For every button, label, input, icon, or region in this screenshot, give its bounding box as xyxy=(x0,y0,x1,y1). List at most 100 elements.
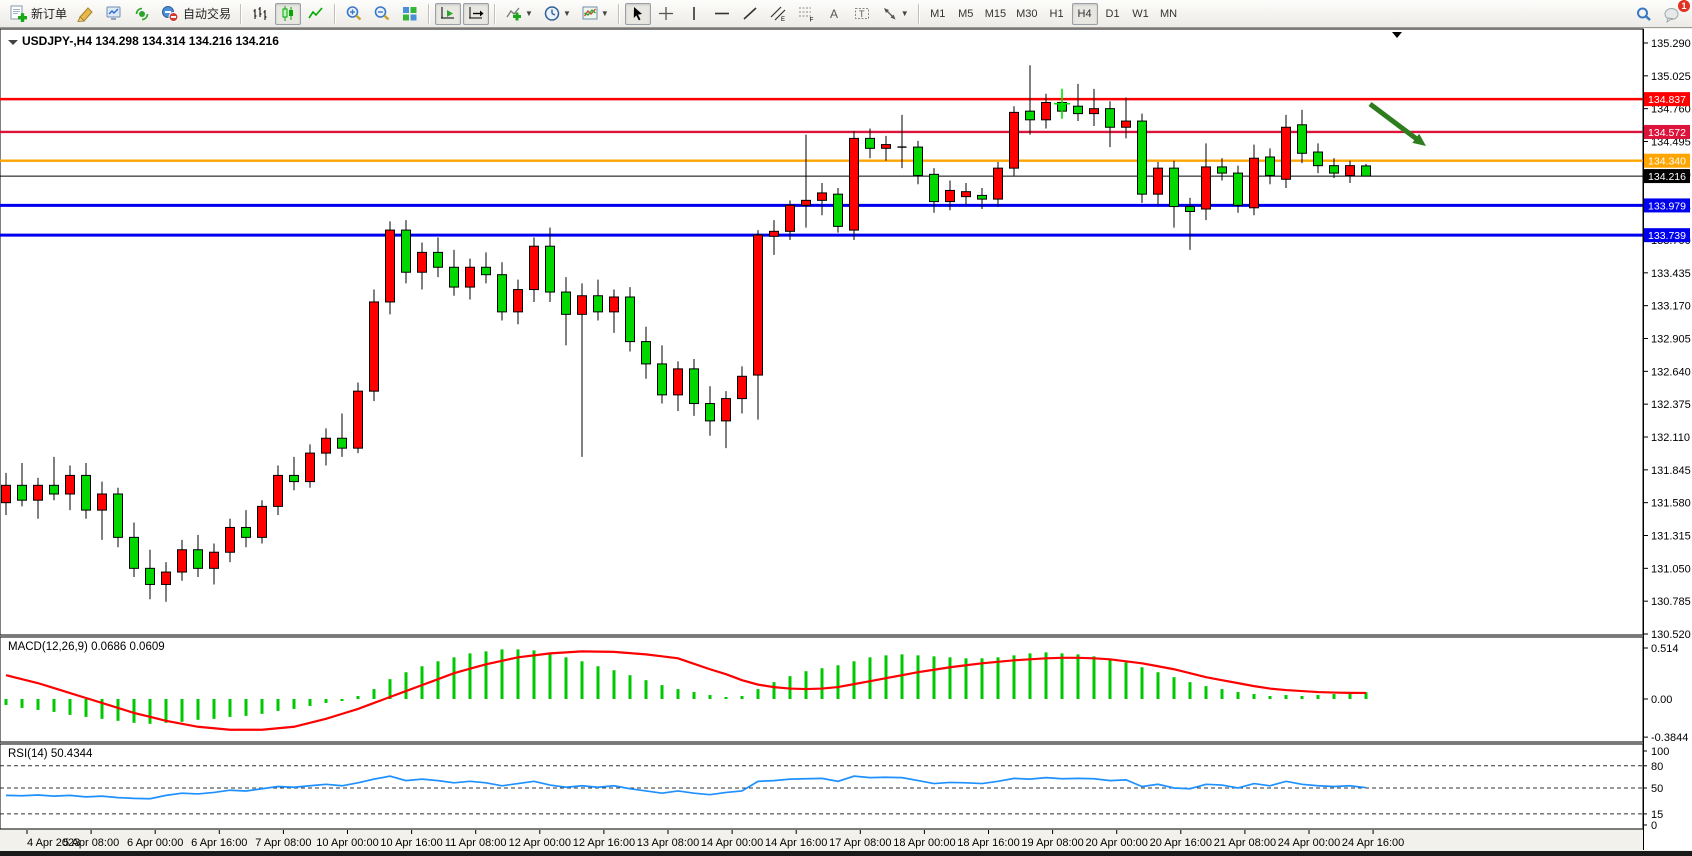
fibonacci-icon: F xyxy=(797,5,815,22)
timeframe-button-m15[interactable]: M15 xyxy=(984,7,1007,20)
svg-text:135.025: 135.025 xyxy=(1651,71,1691,83)
chart-shift-button[interactable] xyxy=(463,2,490,25)
chat-icon xyxy=(1663,6,1681,23)
timeframe-button-m30[interactable]: M30 xyxy=(1016,7,1038,20)
svg-text:A: A xyxy=(830,7,838,21)
timeframe-button-m1[interactable]: M1 xyxy=(930,7,946,20)
svg-text:18 Apr 16:00: 18 Apr 16:00 xyxy=(957,837,1019,849)
timeframe-button-m5[interactable]: M5 xyxy=(958,7,974,20)
svg-text:5 Apr 08:00: 5 Apr 08:00 xyxy=(63,837,119,849)
svg-text:80: 80 xyxy=(1651,761,1663,773)
toolbar-separator xyxy=(617,3,620,24)
periods-button[interactable]: ▼ xyxy=(539,3,575,25)
autotrading-icon xyxy=(161,5,179,22)
svg-text:17 Apr 08:00: 17 Apr 08:00 xyxy=(829,837,891,849)
svg-text:0: 0 xyxy=(1651,820,1657,832)
bar-chart-button[interactable] xyxy=(247,3,273,25)
svg-text:6 Apr 16:00: 6 Apr 16:00 xyxy=(191,837,247,849)
vertical-line-button[interactable] xyxy=(681,3,707,25)
toolbar: 新订单 自动交易 ▼ ▼ ▼ E F A T ▼ M1 M5 M15 M30 H1 H4 D1 W1 MN 1 xyxy=(0,0,1692,28)
svg-text:133.979: 133.979 xyxy=(1648,200,1686,212)
new-order-icon xyxy=(9,5,27,22)
line-chart-icon xyxy=(307,5,325,22)
svg-text:F: F xyxy=(809,17,813,23)
chart-objects[interactable] xyxy=(1054,32,1426,146)
text-button[interactable]: A xyxy=(821,3,847,25)
svg-text:24 Apr 16:00: 24 Apr 16:00 xyxy=(1342,837,1404,849)
svg-text:MACD(12,26,9) 0.0686 0.0609: MACD(12,26,9) 0.0686 0.0609 xyxy=(8,641,165,653)
candlestick-button[interactable] xyxy=(275,2,302,25)
signals-button[interactable] xyxy=(129,3,155,25)
svg-text:6 Apr 00:00: 6 Apr 00:00 xyxy=(127,837,183,849)
timeframe-button-d1[interactable]: D1 xyxy=(1105,7,1120,20)
notifications-button[interactable]: 1 xyxy=(1659,0,1690,25)
svg-text:130.520: 130.520 xyxy=(1651,629,1691,641)
tile-windows-icon xyxy=(401,5,419,22)
crosshair-button[interactable] xyxy=(653,3,679,25)
timeframe-button-w1[interactable]: W1 xyxy=(1132,7,1149,20)
line-chart-button[interactable] xyxy=(303,3,329,25)
toolbar-separator xyxy=(428,3,431,24)
template-icon xyxy=(581,5,599,22)
rsi-line xyxy=(5,775,1367,800)
templates-button[interactable]: ▼ xyxy=(577,3,613,25)
arrows-button[interactable]: ▼ xyxy=(877,3,913,25)
svg-text:134.216: 134.216 xyxy=(1648,171,1686,183)
price-axis[interactable]: 135.290135.025134.760134.495134.230133.9… xyxy=(1643,38,1691,641)
timeframe-button-h1[interactable]: H1 xyxy=(1049,7,1064,20)
svg-text:131.580: 131.580 xyxy=(1651,498,1691,510)
trendline-button[interactable] xyxy=(737,3,763,25)
timeframe-button-h4[interactable]: H4 xyxy=(1071,2,1098,25)
search-icon xyxy=(1635,6,1653,23)
svg-text:T: T xyxy=(859,9,865,19)
toolbar-separator xyxy=(917,3,920,24)
svg-text:-0.3844: -0.3844 xyxy=(1651,732,1688,744)
candlestick-series xyxy=(1,65,1371,602)
svg-text:20 Apr 16:00: 20 Apr 16:00 xyxy=(1150,837,1212,849)
svg-text:100: 100 xyxy=(1651,746,1669,758)
svg-text:7 Apr 08:00: 7 Apr 08:00 xyxy=(255,837,311,849)
label-button[interactable]: T xyxy=(849,3,875,25)
chart-canvas[interactable]: 135.290135.025134.760134.495134.230133.9… xyxy=(0,28,1692,856)
bar-chart-icon xyxy=(251,5,269,22)
macd-panel[interactable]: MACD(12,26,9) 0.0686 0.0609 0.514 0.00 -0.3… xyxy=(4,641,1689,744)
cursor-button[interactable] xyxy=(624,2,651,25)
svg-text:10 Apr 00:00: 10 Apr 00:00 xyxy=(316,837,378,849)
autotrading-button[interactable]: 自动交易 xyxy=(157,3,235,25)
zoom-out-icon xyxy=(373,5,391,22)
chevron-down-icon: ▼ xyxy=(600,9,609,18)
styler-button[interactable] xyxy=(73,3,99,25)
toolbar-separator xyxy=(334,3,337,24)
svg-text:0.00: 0.00 xyxy=(1651,694,1672,706)
rsi-panel[interactable]: RSI(14) 50.4344 100 80 50 150 xyxy=(0,746,1669,832)
zoom-out-button[interactable] xyxy=(369,3,395,25)
text-icon: A xyxy=(825,5,843,22)
zoom-in-button[interactable] xyxy=(341,3,367,25)
svg-text:132.110: 132.110 xyxy=(1651,432,1690,444)
svg-text:132.640: 132.640 xyxy=(1651,366,1691,378)
autotrading-button-label: 自动交易 xyxy=(183,7,232,21)
label-icon: T xyxy=(853,5,871,22)
svg-text:20 Apr 00:00: 20 Apr 00:00 xyxy=(1086,837,1148,849)
svg-text:134.572: 134.572 xyxy=(1648,127,1686,139)
horizontal-line-button[interactable] xyxy=(709,3,735,25)
fibonacci-button[interactable]: F xyxy=(793,3,819,25)
svg-text:132.905: 132.905 xyxy=(1651,334,1691,346)
svg-text:0.514: 0.514 xyxy=(1651,643,1679,655)
new-order-button[interactable]: 新订单 xyxy=(5,3,71,25)
charts-button[interactable] xyxy=(101,3,127,25)
search-button[interactable] xyxy=(1631,3,1657,25)
tile-windows-button[interactable] xyxy=(397,3,423,25)
auto-scroll-button[interactable] xyxy=(435,2,462,25)
svg-text:4 Apr 2023: 4 Apr 2023 xyxy=(27,837,80,849)
timeframe-button-mn[interactable]: MN xyxy=(1159,7,1178,20)
svg-text:131.845: 131.845 xyxy=(1651,465,1691,477)
notification-badge: 1 xyxy=(1678,0,1690,12)
svg-text:134.495: 134.495 xyxy=(1651,137,1691,149)
svg-text:21 Apr 08:00: 21 Apr 08:00 xyxy=(1214,837,1276,849)
indicators-button[interactable]: ▼ xyxy=(501,3,537,25)
channel-button[interactable]: E xyxy=(765,3,791,25)
arrows-icon xyxy=(881,5,899,22)
svg-text:131.315: 131.315 xyxy=(1651,531,1691,543)
